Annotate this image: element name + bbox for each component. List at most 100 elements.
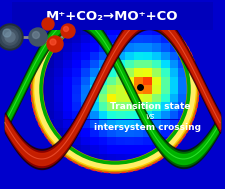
Bar (89, 9, 98, 18)
Bar (187, 136, 195, 145)
Bar (125, 145, 133, 153)
Bar (19, 94, 28, 102)
Bar (19, 18, 28, 26)
Bar (195, 136, 204, 145)
Bar (89, 128, 98, 136)
Bar (98, 153, 107, 162)
Bar (63, 51, 72, 60)
Bar (160, 145, 169, 153)
Bar (36, 111, 45, 119)
Bar (28, 26, 36, 35)
Bar (187, 170, 195, 179)
Bar (169, 153, 178, 162)
Bar (142, 119, 151, 128)
Bar (160, 35, 169, 43)
Bar (187, 136, 195, 145)
Bar (187, 111, 195, 119)
Bar (10, 119, 19, 128)
Bar (54, 153, 63, 162)
Bar (81, 43, 89, 51)
Bar (160, 94, 169, 102)
Bar (151, 35, 160, 43)
Bar (169, 145, 178, 153)
Bar (10, 51, 19, 60)
Bar (28, 77, 36, 85)
Bar (178, 119, 187, 128)
Bar (54, 85, 63, 94)
Bar (54, 153, 63, 162)
Bar (195, 43, 204, 51)
Bar (187, 94, 195, 102)
Bar (45, 136, 54, 145)
Bar (206, 102, 221, 111)
Bar (72, 111, 81, 119)
Bar (107, 102, 116, 111)
Bar (206, 162, 221, 170)
Bar (72, 68, 81, 77)
Bar (98, 77, 107, 85)
Bar (19, 136, 28, 145)
Bar (81, 68, 89, 77)
Bar (107, 35, 116, 43)
Bar (45, 153, 54, 162)
Bar (81, 18, 89, 26)
Bar (81, 43, 89, 51)
Bar (10, 111, 19, 119)
Bar (204, 153, 222, 162)
Bar (107, 162, 116, 170)
Bar (169, 111, 178, 119)
Bar (98, 102, 107, 111)
Bar (195, 94, 204, 102)
Bar (72, 9, 81, 18)
Bar (45, 26, 54, 35)
Bar (36, 119, 45, 128)
Bar (169, 77, 178, 85)
Bar (45, 68, 54, 77)
Bar (142, 111, 151, 119)
Bar (36, 170, 45, 179)
Bar (195, 26, 204, 35)
Bar (169, 111, 178, 119)
Bar (125, 153, 133, 162)
Bar (45, 26, 54, 35)
Bar (206, 128, 221, 136)
Bar (107, 85, 116, 94)
Bar (169, 85, 178, 94)
Bar (63, 145, 72, 153)
Bar (10, 26, 19, 35)
Bar (89, 162, 98, 170)
Bar (28, 26, 36, 35)
Bar (142, 26, 151, 35)
Bar (89, 170, 98, 179)
Bar (195, 35, 204, 43)
Bar (10, 43, 19, 51)
Bar (133, 35, 142, 43)
Bar (10, 60, 19, 68)
Bar (187, 18, 195, 26)
Bar (54, 94, 63, 102)
Bar (116, 119, 125, 128)
Bar (169, 136, 178, 145)
Bar (98, 60, 107, 68)
Bar (195, 60, 204, 68)
Bar (81, 9, 89, 18)
Bar (133, 94, 142, 102)
Bar (160, 136, 169, 145)
Bar (63, 77, 72, 85)
Bar (187, 9, 195, 18)
Bar (133, 94, 142, 102)
Bar (36, 145, 45, 153)
Bar (45, 170, 54, 179)
Bar (133, 43, 142, 51)
Bar (187, 51, 195, 60)
Bar (107, 43, 116, 51)
Bar (125, 77, 133, 85)
Bar (151, 9, 160, 18)
Bar (63, 136, 72, 145)
Bar (116, 77, 125, 85)
Bar (151, 85, 160, 94)
Bar (19, 145, 28, 153)
Bar (160, 85, 169, 94)
Bar (187, 43, 195, 51)
Bar (142, 145, 151, 153)
